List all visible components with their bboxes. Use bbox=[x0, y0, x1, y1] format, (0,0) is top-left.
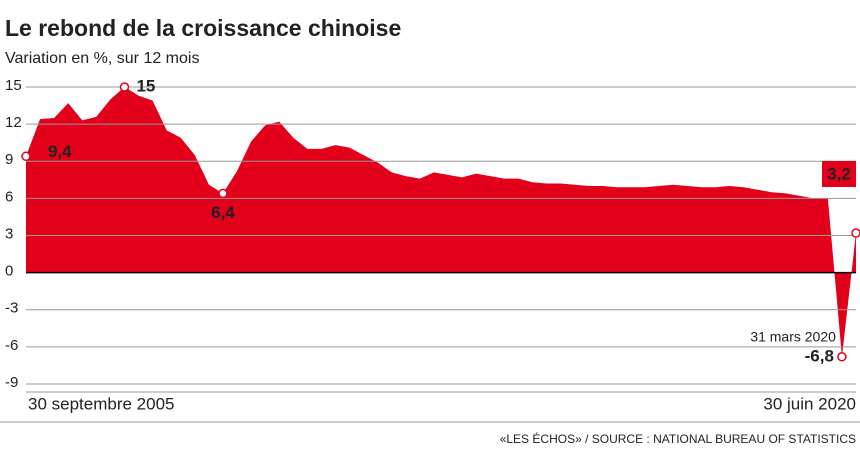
chart-title: Le rebond de la croissance chinoise bbox=[5, 15, 401, 41]
point-marker bbox=[218, 188, 228, 199]
point-marker bbox=[119, 82, 130, 92]
area bbox=[26, 87, 856, 357]
point-marker bbox=[837, 352, 847, 362]
value-label: 15 bbox=[136, 76, 155, 95]
annotation: 31 mars 2020 bbox=[750, 328, 836, 344]
point-marker bbox=[851, 228, 860, 238]
chart-subtitle: Variation en %, sur 12 mois bbox=[5, 50, 199, 67]
value-label: -6,8 bbox=[805, 346, 834, 365]
value-label: 6,4 bbox=[211, 203, 235, 222]
y-tick-label: -6 bbox=[5, 337, 18, 354]
y-tick-label: 12 bbox=[5, 114, 22, 131]
x-tick-label: 30 juin 2020 bbox=[763, 394, 856, 413]
y-tick-label: 9 bbox=[5, 151, 13, 168]
value-label: 9,4 bbox=[48, 142, 72, 161]
y-tick-label: 0 bbox=[5, 263, 13, 280]
y-tick-label: -3 bbox=[5, 300, 18, 317]
point-marker bbox=[21, 151, 31, 162]
y-tick-label: 3 bbox=[5, 225, 13, 242]
source: «LES ÉCHOS» / SOURCE : NATIONAL BUREAU O… bbox=[500, 431, 856, 446]
y-tick-label: -9 bbox=[5, 374, 18, 391]
x-tick-label: 30 septembre 2005 bbox=[28, 394, 175, 413]
label-box bbox=[822, 161, 856, 187]
value-label: 3,2 bbox=[827, 164, 851, 183]
y-tick-label: 15 bbox=[5, 77, 22, 94]
y-tick-label: 6 bbox=[5, 188, 13, 205]
